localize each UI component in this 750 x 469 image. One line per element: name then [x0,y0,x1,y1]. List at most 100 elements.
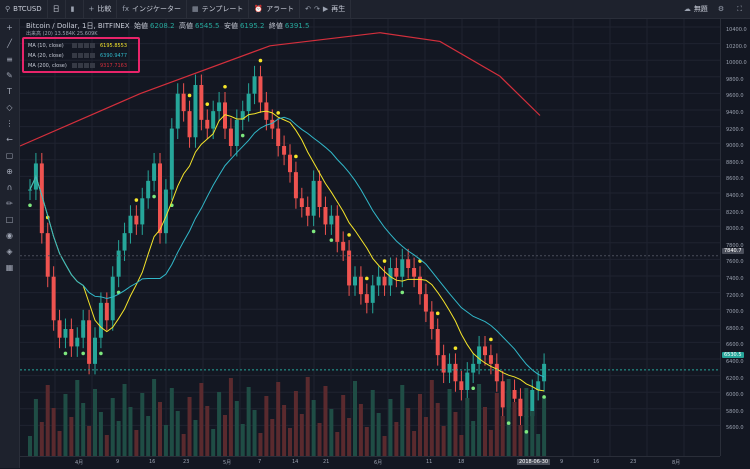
volume-bar [471,421,476,456]
gear-icon[interactable] [78,63,83,68]
lock-icon[interactable]: □ [5,214,14,224]
volume-bar [341,395,346,456]
candle-body [28,189,32,191]
trendline-icon[interactable]: ╱ [7,38,12,48]
eye-icon[interactable] [72,63,77,68]
layers-icon[interactable]: ◈ [6,246,13,256]
candle-body [240,111,245,120]
volume-bar [246,387,251,456]
symbol-label: BTCUSD [13,5,42,13]
indicators-button[interactable]: fx インジケーター [117,0,187,18]
signal-dot [99,351,103,356]
ma-value: 6390.9477 [100,52,128,59]
candle-body [447,363,452,373]
price-chart[interactable] [20,19,720,456]
replay-label: 再生 [331,5,346,13]
price-tick-label: 6400.0 [726,359,744,365]
candle-body [146,180,151,199]
candle-body [193,85,198,138]
volume-bar [270,419,275,456]
candle-body [418,276,422,295]
moving-average-legend-highlight: MA (10, close) 6195.8553 MA (20, close) … [22,37,140,73]
price-axis[interactable]: 10400.0 10200.0 10000.0 9800.0 9600.0 9400.0 9… [720,19,750,456]
candle-body [364,294,369,303]
volume-bar [187,397,192,456]
close-value: 6391.5 [284,22,310,30]
more-icon[interactable] [90,43,95,48]
close-icon[interactable] [84,43,89,48]
signal-dot [187,93,192,98]
signal-dot [28,203,32,208]
zoom-icon[interactable]: ⊕ [6,166,13,176]
candle-body [282,146,287,155]
fib-icon[interactable]: ⋮ [5,118,14,128]
current-price-label: 6530.5 [722,352,744,358]
settings-button[interactable]: ⚙ [713,0,732,18]
alert-button[interactable]: ⏰ アラート [249,0,301,18]
templates-button[interactable]: ▦ テンプレート [187,0,250,18]
volume-bar [146,416,151,456]
close-icon[interactable] [84,53,89,58]
pencil-icon[interactable]: ✏ [6,198,13,208]
signal-dot [276,111,280,115]
candle-body [223,102,227,129]
price-tick-label: 9000.0 [726,143,744,150]
legend-symbol[interactable]: Bitcoin / Dollar, 1日, BITFINEX [26,22,130,30]
gear-icon[interactable] [78,43,83,48]
text-icon[interactable]: T [7,86,12,96]
candle-body [217,102,222,112]
candle-body [341,241,346,251]
candle-body [134,215,139,225]
ma-legend-row[interactable]: MA (10, close) 6195.8553 [28,41,136,50]
alarm-icon: ⏰ [254,5,264,13]
price-tick-label: 10200.0 [726,43,747,50]
pattern-icon[interactable]: ◇ [6,102,13,112]
volume-bar [205,406,210,456]
interval-button[interactable]: 日 [48,0,66,18]
compare-button[interactable]: + 比較 [84,0,118,18]
volume-bar [299,414,304,456]
time-axis[interactable]: 4月 9 16 23 5月 7 14 21 6月 11 18 2018-06-30 9 16 23 8月 [20,456,720,469]
ruler-icon[interactable]: ▢ [5,150,14,160]
price-tick-label: 9800.0 [726,76,744,83]
symbol-search[interactable]: ⚲ BTCUSD [0,0,48,18]
volume-bar [128,407,133,456]
price-tick-label: 7800.0 [726,242,744,249]
volume-bar [252,410,257,456]
brush-icon[interactable]: ✎ [6,70,13,80]
more-icon[interactable] [90,63,95,68]
crosshair-icon[interactable]: + [6,22,13,32]
signal-dot [524,430,529,434]
price-tick-label: 9600.0 [726,93,744,100]
eye-icon[interactable] [72,53,77,58]
more-icon[interactable] [90,53,95,58]
candle-body [329,215,334,225]
close-icon[interactable] [84,63,89,68]
fullscreen-button[interactable]: ⛶ [732,0,750,18]
eye-icon[interactable]: ◉ [6,230,13,240]
replay-button[interactable]: ↶ ↷ ▶ 再生 [300,0,352,18]
chart-type-button[interactable]: ▮ [66,0,84,18]
candle-body [323,207,328,225]
signal-dot [347,233,351,237]
candle-body [382,276,387,286]
gear-icon: ⚙ [717,5,725,13]
candle-body [435,329,440,356]
candle-body [45,233,50,277]
ma-legend-row[interactable]: MA (200, close) 9317.7163 [28,61,136,70]
volume-bar [465,398,470,456]
candle-body [199,85,204,120]
eye-icon[interactable] [72,43,77,48]
volume-bar [211,429,216,456]
magnet-icon[interactable]: ∩ [6,182,13,192]
candle-body [270,119,275,129]
candle-body [353,276,357,286]
gear-icon[interactable] [78,53,83,58]
volume-bar [276,382,281,456]
measure-icon[interactable]: ← [6,134,13,144]
cloud-save-button[interactable]: ☁ 無題 [679,0,713,18]
trash-icon[interactable]: ▦ [5,262,14,272]
ma-legend-row[interactable]: MA (20, close) 6390.9477 [28,51,136,60]
channel-icon[interactable]: ≡ [6,54,13,64]
volume-bar [364,427,369,456]
